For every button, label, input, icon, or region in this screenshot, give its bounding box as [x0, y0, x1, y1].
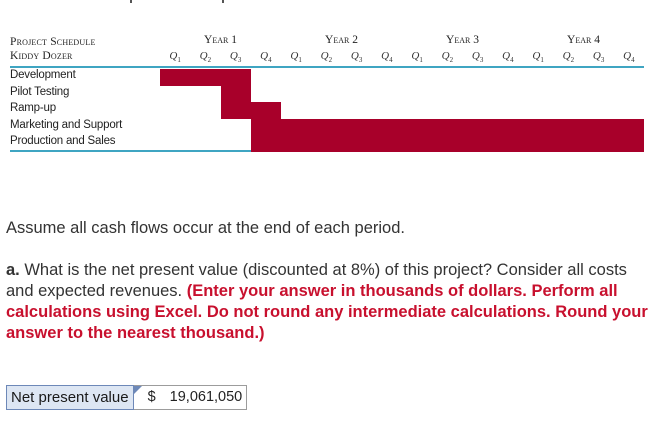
schedule-bar — [220, 85, 251, 103]
question-label: a. — [6, 261, 20, 279]
schedule-subtitle: Kiddy Dozer — [10, 50, 73, 62]
cropped-top-edge — [0, 0, 662, 6]
field-corner-marker — [133, 385, 142, 394]
quarter-label: Q3 — [350, 50, 363, 65]
quarter-label: Q1 — [290, 50, 302, 65]
answer-row: Net present value $ 19,061,050 — [6, 384, 248, 410]
schedule-title: Project Schedule — [10, 36, 96, 48]
header-rule — [10, 66, 644, 68]
quarter-label: Q1 — [169, 50, 181, 65]
quarter-label: Q2 — [562, 50, 575, 65]
quarter-label: Q3 — [592, 50, 605, 65]
schedule-row-label: Marketing and Support — [10, 118, 123, 131]
project-schedule-chart: Project Schedule Kiddy Dozer Year 1 Year … — [0, 28, 662, 158]
net-present-value-field[interactable]: $ 19,061,050 — [133, 384, 248, 410]
year-label: Year 3 — [446, 34, 479, 46]
quarter-label: Q3 — [471, 50, 484, 65]
question-text: a. What is the net present value (discou… — [6, 260, 658, 344]
net-present-value-input[interactable]: 19,061,050 — [169, 389, 243, 405]
cropped-mark — [130, 0, 132, 3]
quarter-label: Q4 — [502, 50, 514, 65]
net-present-value-label: Net present value — [6, 384, 134, 410]
quarter-label: Q4 — [260, 50, 272, 65]
currency-symbol: $ — [147, 389, 156, 405]
schedule-bar — [160, 69, 251, 86]
schedule-row-label: Production and Sales — [10, 135, 116, 148]
schedule-bar — [250, 135, 644, 152]
year-label: Year 2 — [325, 34, 358, 46]
schedule-bar — [220, 102, 281, 119]
question-body: What is the net present value (discounte… — [6, 261, 627, 300]
schedule-row-label: Pilot Testing — [10, 85, 70, 98]
answer-instruction: (Enter your answer in thousands of dolla… — [6, 282, 648, 342]
schedule-bar — [250, 118, 644, 136]
quarter-label: Q3 — [229, 50, 242, 65]
quarter-label: Q4 — [623, 50, 635, 65]
schedule-row-label: Ramp-up — [10, 102, 56, 115]
quarter-label: Q4 — [381, 50, 393, 65]
assumption-text: Assume all cash flows occur at the end o… — [6, 219, 405, 237]
quarter-label: Q2 — [199, 50, 212, 65]
quarter-label: Q1 — [532, 50, 544, 65]
year-label: Year 4 — [567, 34, 600, 46]
quarter-label: Q2 — [320, 50, 333, 65]
schedule-row-label: Development — [10, 69, 76, 81]
cropped-mark — [222, 0, 224, 3]
quarter-label: Q2 — [441, 50, 454, 65]
year-label: Year 1 — [204, 34, 237, 46]
quarter-label: Q1 — [411, 50, 423, 65]
